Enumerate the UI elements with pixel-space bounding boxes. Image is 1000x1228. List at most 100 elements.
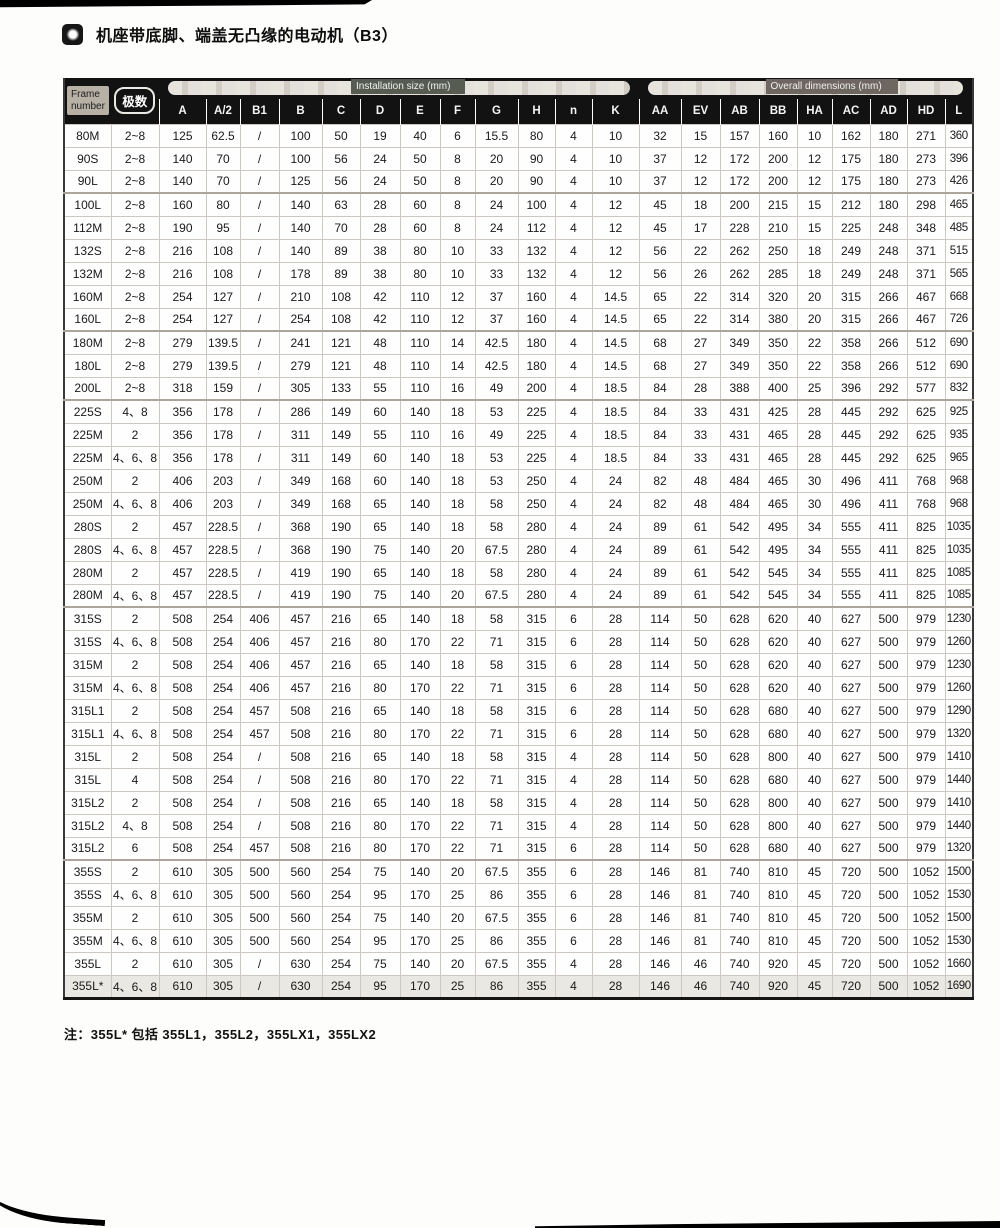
table-cell: 545 <box>758 560 798 585</box>
table-cell: 360 <box>944 123 974 148</box>
table-cell: 508 <box>278 790 323 815</box>
table-cell: 542 <box>719 560 760 585</box>
table-row: 250M 4、6、8 406 203/349 168 65 140 18 58 250 4 24 82 4… <box>63 491 974 516</box>
table-cell: 67.5 <box>474 537 519 562</box>
table-cell: 4 <box>554 974 593 999</box>
table-cell: 979 <box>906 606 946 631</box>
table-cell: 305 <box>205 859 241 884</box>
table-cell: 254 <box>278 307 323 332</box>
table-cell: 920 <box>758 951 798 976</box>
table-cell: 30 <box>796 468 833 493</box>
table-cell: 114 <box>638 629 682 654</box>
table-cell: 27 <box>680 330 721 355</box>
table-cell: 500 <box>239 905 280 930</box>
table-cell: 160 <box>517 307 556 332</box>
table-cell: 628 <box>719 790 760 815</box>
table-cell: 726 <box>944 307 974 332</box>
table-cell: 680 <box>758 767 798 792</box>
table-cell: 33 <box>474 238 519 263</box>
table-cell: 371 <box>906 261 946 286</box>
table-cell: 114 <box>638 675 682 700</box>
table-cell: 411 <box>869 583 908 608</box>
table-cell: 1085 <box>944 583 974 608</box>
table-cell: 170 <box>399 928 441 953</box>
table-cell: 610 <box>158 951 207 976</box>
frame-number-cell: 280M <box>63 583 112 608</box>
table-cell: 800 <box>758 813 798 838</box>
table-cell: 67.5 <box>474 951 519 976</box>
table-cell: 110 <box>399 284 441 309</box>
table-cell: 228.5 <box>205 514 241 539</box>
table-cell: 457 <box>278 629 323 654</box>
table-cell: 58 <box>474 744 519 769</box>
table-cell: 627 <box>831 836 871 861</box>
table-cell: 6 <box>439 123 476 148</box>
section-bullet-icon <box>62 23 83 45</box>
table-cell: 203 <box>205 468 241 493</box>
table-cell: 89 <box>321 261 361 286</box>
table-cell: 610 <box>158 928 207 953</box>
table-cell: 68 <box>638 353 682 378</box>
table-cell: 1260 <box>944 675 974 700</box>
table-cell: / <box>239 583 280 608</box>
table-cell: 1052 <box>906 905 946 930</box>
table-cell: 20 <box>796 284 833 309</box>
table-cell: 200 <box>758 146 798 171</box>
table-cell: 388 <box>719 376 760 401</box>
table-cell: 60 <box>399 215 441 240</box>
table-cell: 979 <box>906 744 946 769</box>
table-cell: 810 <box>758 928 798 953</box>
table-cell: 140 <box>399 905 441 930</box>
table-cell: 45 <box>796 882 833 907</box>
table-cell: 71 <box>474 721 519 746</box>
installation-size-label: Installation size (mm) <box>351 79 465 95</box>
column-header-h: H <box>517 99 555 124</box>
motor-dimensions-table: Frame number 极数 Installation size (mm) O… <box>63 78 975 1000</box>
frame-number-cell: 355L* <box>63 974 112 999</box>
table-cell: 560 <box>278 928 323 953</box>
table-cell: 465 <box>758 422 798 447</box>
table-cell: 720 <box>831 859 871 884</box>
table-cell: 318 <box>158 376 207 401</box>
table-cell: 419 <box>278 560 323 585</box>
table-cell: 45 <box>796 859 833 884</box>
table-cell: 108 <box>205 238 241 263</box>
frame-number-cell: 250M <box>63 468 112 493</box>
table-cell: 254 <box>158 284 207 309</box>
table-cell: 24 <box>591 560 640 585</box>
table-cell: 406 <box>158 491 207 516</box>
table-cell: 90 <box>517 169 556 194</box>
table-cell: 720 <box>831 974 871 999</box>
table-cell: 500 <box>869 813 908 838</box>
table-cell: 127 <box>205 307 241 332</box>
table-row: 200L 2~8 318 159/305 133 55 110 16 49 200 4 18.5 84 2… <box>63 376 974 401</box>
table-cell: 139.5 <box>205 353 241 378</box>
table-cell: 216 <box>321 675 361 700</box>
table-cell: 80 <box>359 675 401 700</box>
table-cell: 24 <box>591 491 640 516</box>
table-cell: 133 <box>321 376 361 401</box>
table-cell: 4 <box>554 330 593 355</box>
table-row: 280M 2 457 228.5/419 190 65 140 18 58 280 4 24 89 61 5… <box>63 560 974 585</box>
table-cell: 40 <box>796 813 833 838</box>
table-cell: 60 <box>359 399 401 424</box>
table-cell: 71 <box>474 813 519 838</box>
table-cell: 12 <box>591 192 640 217</box>
table-cell: 228.5 <box>205 560 241 585</box>
table-cell: 465 <box>944 192 974 217</box>
table-cell: 140 <box>158 169 207 194</box>
table-cell: 48 <box>680 468 721 493</box>
table-cell: 22 <box>796 353 833 378</box>
table-cell: 160 <box>517 284 556 309</box>
table-cell: 172 <box>719 169 760 194</box>
table-cell: 40 <box>796 767 833 792</box>
table-cell: 216 <box>321 813 361 838</box>
table-cell: 4 <box>554 238 593 263</box>
table-cell: / <box>239 744 280 769</box>
table-cell: 125 <box>158 123 207 148</box>
table-cell: 406 <box>158 468 207 493</box>
table-cell: 315 <box>517 652 556 677</box>
table-cell: 110 <box>399 422 441 447</box>
table-cell: 12 <box>591 215 640 240</box>
table-cell: 500 <box>869 675 908 700</box>
